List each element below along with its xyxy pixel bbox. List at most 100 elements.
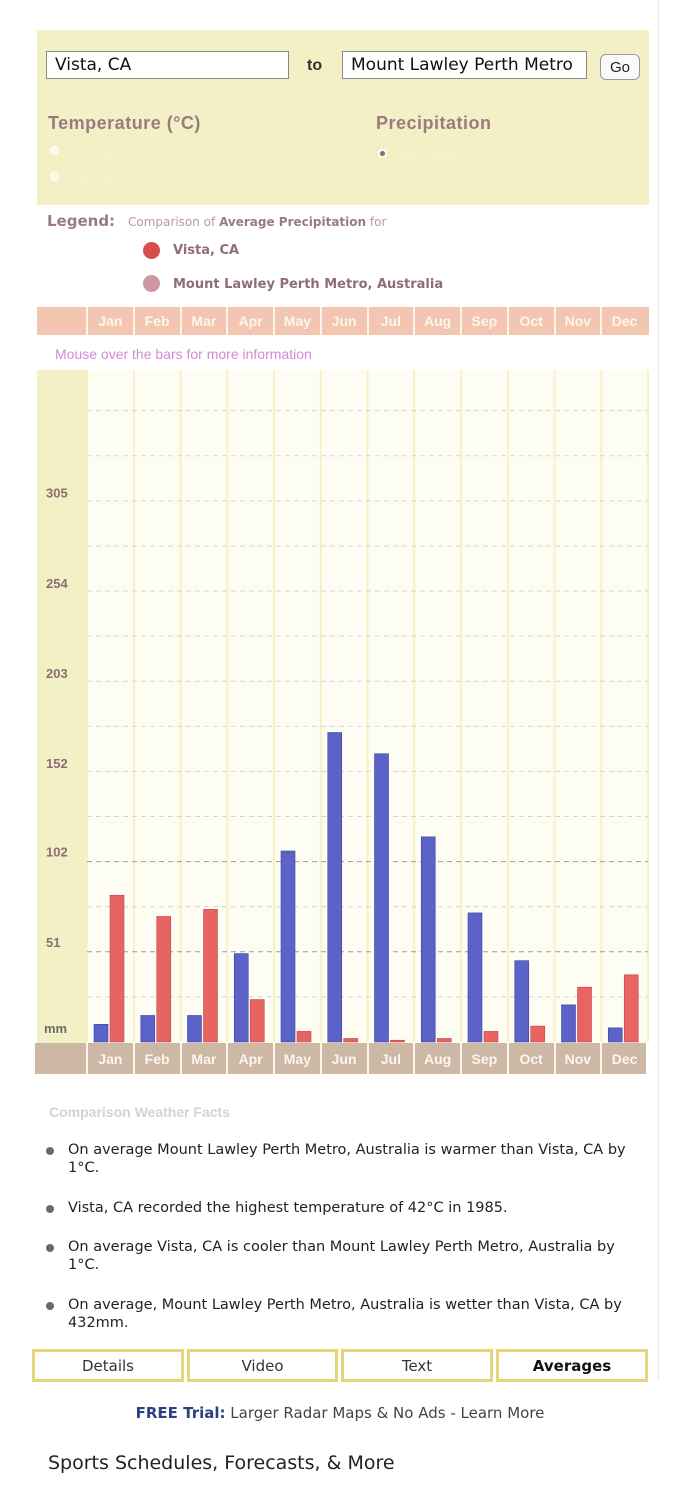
month-separator xyxy=(179,1043,182,1074)
avg-low-label: Avg Low xyxy=(69,170,115,184)
legend-dot-vista xyxy=(143,242,160,259)
month-label: Apr xyxy=(238,1050,263,1067)
month-label: Jul xyxy=(380,1050,401,1067)
month-label: Oct xyxy=(519,1050,543,1067)
chart-hover-hint: Mouse over the bars for more information xyxy=(55,346,312,362)
month-label: Dec xyxy=(611,1050,638,1067)
precip-bar[interactable] xyxy=(296,1031,312,1043)
month-separator xyxy=(132,307,135,335)
fact-item: On average Mount Lawley Perth Metro, Aus… xyxy=(46,1141,646,1177)
fact-text: Vista, CA recorded the highest temperatu… xyxy=(68,1200,508,1216)
precip-bar[interactable] xyxy=(467,912,483,1043)
month-label: Feb xyxy=(144,313,170,329)
precip-bar[interactable] xyxy=(280,850,296,1043)
fact-text: On average, Mount Lawley Perth Metro, Au… xyxy=(68,1297,622,1331)
avg-precip-label: Avg Precip xyxy=(397,147,455,161)
month-label: Jul xyxy=(380,313,401,329)
month-separator xyxy=(319,307,322,335)
month-label: Jan xyxy=(98,1050,123,1067)
month-label: Nov xyxy=(564,1050,592,1067)
month-label: Aug xyxy=(424,313,452,329)
precip-bar[interactable] xyxy=(343,1038,359,1043)
fact-item: Vista, CA recorded the highest temperatu… xyxy=(46,1199,646,1217)
facts-title: Comparison Weather Facts xyxy=(49,1104,231,1120)
fact-item: On average, Mount Lawley Perth Metro, Au… xyxy=(46,1296,646,1332)
precip-bar[interactable] xyxy=(530,1025,546,1043)
precip-bar[interactable] xyxy=(374,753,389,1043)
precip-bar[interactable] xyxy=(93,1024,109,1043)
y-tick-label: 51 xyxy=(46,935,60,950)
legend-desc-prefix: Comparison of xyxy=(128,215,216,229)
month-separator xyxy=(506,1043,509,1074)
precip-bar[interactable] xyxy=(203,909,218,1043)
legend-desc-suffix: for xyxy=(369,215,387,229)
temperature-heading: Temperature (°C) xyxy=(48,113,201,133)
view-tabs: Details Video Text Averages xyxy=(32,1349,649,1383)
month-header-top: Jan Feb Mar Apr May Jun Jul Aug Sep Oct Nov Dec xyxy=(37,307,649,335)
month-header-bottom: Jan Feb Mar Apr May Jun Jul Aug Sep Oct Nov Dec xyxy=(35,1043,646,1074)
month-label: May xyxy=(283,1050,311,1067)
month-separator xyxy=(553,1043,556,1074)
month-label: Apr xyxy=(238,313,263,329)
month-label: Dec xyxy=(611,313,638,329)
legend-item-vista: Vista, CA xyxy=(173,243,240,258)
precip-bar[interactable] xyxy=(514,960,530,1043)
legend-dot-mount-lawley xyxy=(143,275,160,292)
y-tick-label: 102 xyxy=(46,845,68,860)
avg-high-radio[interactable] xyxy=(48,144,61,157)
legend-description: Comparison of Average Precipitation for xyxy=(128,215,386,229)
avg-high-label: Avg High xyxy=(69,144,118,158)
precip-bar[interactable] xyxy=(249,999,265,1043)
precip-bar[interactable] xyxy=(390,1039,405,1043)
month-label: Oct xyxy=(519,313,543,329)
precip-bar[interactable] xyxy=(156,916,172,1043)
avg-low-radio[interactable] xyxy=(48,170,61,183)
month-separator xyxy=(506,307,509,335)
bullet-icon xyxy=(46,1302,54,1310)
month-separator xyxy=(600,307,603,335)
sports-schedules-link[interactable]: Sports Schedules, Forecasts, & More xyxy=(48,1452,395,1474)
avg-precip-radio[interactable] xyxy=(376,147,389,160)
precip-bar[interactable] xyxy=(420,836,436,1043)
precip-bar[interactable] xyxy=(607,1027,623,1043)
precip-bar[interactable] xyxy=(561,1004,576,1043)
precip-bar[interactable] xyxy=(109,894,125,1043)
month-separator xyxy=(413,1043,416,1074)
tab-details[interactable]: Details xyxy=(32,1349,184,1382)
month-label: Feb xyxy=(144,1050,170,1067)
precip-bar[interactable] xyxy=(577,986,592,1043)
month-separator xyxy=(460,1043,462,1074)
month-separator xyxy=(553,307,556,335)
month-separator xyxy=(86,1043,88,1074)
to-location-input[interactable]: Mount Lawley Perth Metro xyxy=(342,51,587,79)
bullet-icon xyxy=(46,1244,54,1252)
precip-bar[interactable] xyxy=(483,1031,499,1043)
month-separator xyxy=(179,307,182,335)
precip-bar[interactable] xyxy=(233,953,249,1043)
free-trial-link[interactable]: FREE Trial: Larger Radar Maps & No Ads -… xyxy=(0,1404,680,1422)
tab-video[interactable]: Video xyxy=(187,1349,338,1382)
month-label: Aug xyxy=(424,1050,452,1067)
fact-item: On average Vista, CA is cooler than Moun… xyxy=(46,1238,646,1274)
tab-text[interactable]: Text xyxy=(341,1349,493,1382)
precip-bar[interactable] xyxy=(187,1015,202,1043)
month-separator xyxy=(366,307,369,335)
from-location-input[interactable]: Vista, CA xyxy=(46,51,289,79)
month-separator xyxy=(86,307,88,335)
month-separator xyxy=(273,307,275,335)
fact-text: On average Vista, CA is cooler than Moun… xyxy=(68,1239,615,1273)
go-button[interactable]: Go xyxy=(600,54,640,80)
month-label: Mar xyxy=(191,313,217,329)
precip-bar[interactable] xyxy=(436,1038,452,1043)
month-label: Jun xyxy=(331,313,357,329)
precip-bar[interactable] xyxy=(623,974,639,1043)
free-trial-label: FREE Trial: xyxy=(135,1404,226,1422)
precip-bar[interactable] xyxy=(327,732,343,1043)
month-label: Sep xyxy=(471,1050,498,1067)
month-separator xyxy=(600,1043,603,1074)
precip-bar[interactable] xyxy=(140,1015,156,1043)
to-label: to xyxy=(307,57,323,74)
tab-averages[interactable]: Averages xyxy=(496,1349,648,1382)
month-label: Sep xyxy=(471,313,498,329)
